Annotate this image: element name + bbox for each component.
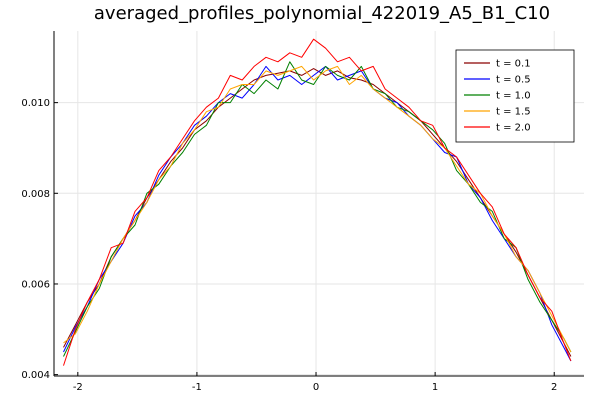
x-tick-label: 0	[313, 382, 319, 393]
y-tick-label: 0.004	[21, 370, 50, 381]
series-layer	[63, 38, 572, 366]
y-tick-label: 0.006	[21, 279, 50, 290]
legend: t = 0.1 t = 0.5 t = 1.0 t = 1.5 t = 2.0	[455, 49, 575, 143]
axes	[53, 31, 584, 377]
x-tick-label: -2	[73, 382, 83, 393]
legend-label-1: t = 0.1	[496, 59, 531, 70]
series-line-5	[63, 38, 572, 366]
tick-labels: -2 -1 0 1 2 0.004 0.006 0.008 0.010	[21, 98, 557, 393]
series-line-4	[63, 65, 572, 353]
chart-title: averaged_profiles_polynomial_422019_A5_B…	[94, 3, 550, 24]
legend-label-5: t = 2.0	[496, 123, 531, 134]
y-tick-label: 0.010	[21, 98, 50, 109]
x-tick-label: 2	[551, 382, 557, 393]
y-tick-label: 0.008	[21, 189, 50, 200]
legend-label-4: t = 1.5	[496, 107, 531, 118]
legend-label-2: t = 0.5	[496, 75, 531, 86]
x-tick-label: 1	[432, 382, 438, 393]
legend-label-3: t = 1.0	[496, 91, 531, 102]
x-tick-label: -1	[192, 382, 202, 393]
